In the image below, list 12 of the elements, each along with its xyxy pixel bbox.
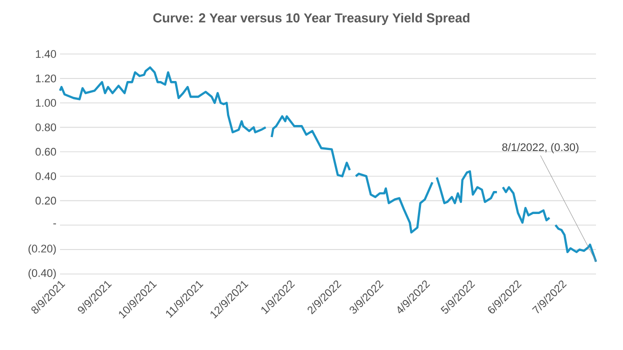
y-tick-label: 1.00 (36, 99, 56, 107)
y-tick-label: 1.20 (36, 74, 56, 82)
y-tick-label: 0.80 (36, 123, 56, 132)
y-tick-label: (0.40) (28, 268, 56, 280)
annotation: 8/1/2022, (0.30) (502, 143, 578, 154)
y-tick-label: 0.40 (36, 172, 56, 180)
y-tick-label: 0.60 (36, 148, 56, 156)
y-tick-label: 1.40 (36, 50, 56, 58)
chart-title: Curve: 2 Year versus 10 Year Treasury Yield Spread (153, 12, 470, 26)
y-tick-label: 0.20 (36, 196, 56, 205)
y-tick-label: (0.20) (28, 244, 56, 255)
y-tick-label: - (53, 223, 56, 224)
